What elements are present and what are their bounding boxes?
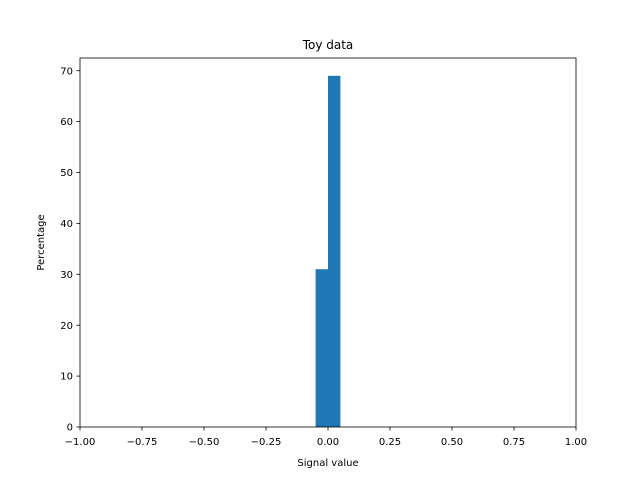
y-axis-label: Percentage — [36, 214, 47, 270]
y-tick-label: 60 — [60, 117, 73, 128]
x-tick-label: 1.00 — [565, 437, 587, 448]
histogram-bar-1 — [328, 75, 341, 428]
x-tick-label: −0.25 — [251, 437, 282, 448]
x-tick-label: 0.25 — [379, 437, 401, 448]
bars-group — [315, 75, 341, 428]
chart-title: Toy data — [302, 38, 354, 52]
x-axis: −1.00 −0.75 −0.50 −0.25 0.00 0.25 0.50 0.75 1.00 — [65, 427, 587, 448]
x-tick-label: 0.00 — [317, 437, 339, 448]
x-tick-label: −0.50 — [189, 437, 220, 448]
y-tick-label: 10 — [60, 372, 73, 383]
y-tick-label: 20 — [60, 321, 73, 332]
x-axis-label: Signal value — [297, 458, 358, 469]
y-tick-label: 30 — [60, 270, 73, 281]
y-tick-label: 70 — [60, 66, 73, 77]
y-axis: 0 10 20 30 40 50 60 70 — [60, 66, 80, 434]
y-tick-label: 40 — [60, 219, 73, 230]
y-tick-label: 0 — [67, 423, 73, 434]
x-tick-label: 0.50 — [441, 437, 463, 448]
x-tick-label: −1.00 — [65, 437, 96, 448]
x-tick-label: 0.75 — [503, 437, 525, 448]
x-tick-label: −0.75 — [127, 437, 158, 448]
y-tick-label: 50 — [60, 168, 73, 179]
histogram-bar-0 — [315, 269, 328, 427]
